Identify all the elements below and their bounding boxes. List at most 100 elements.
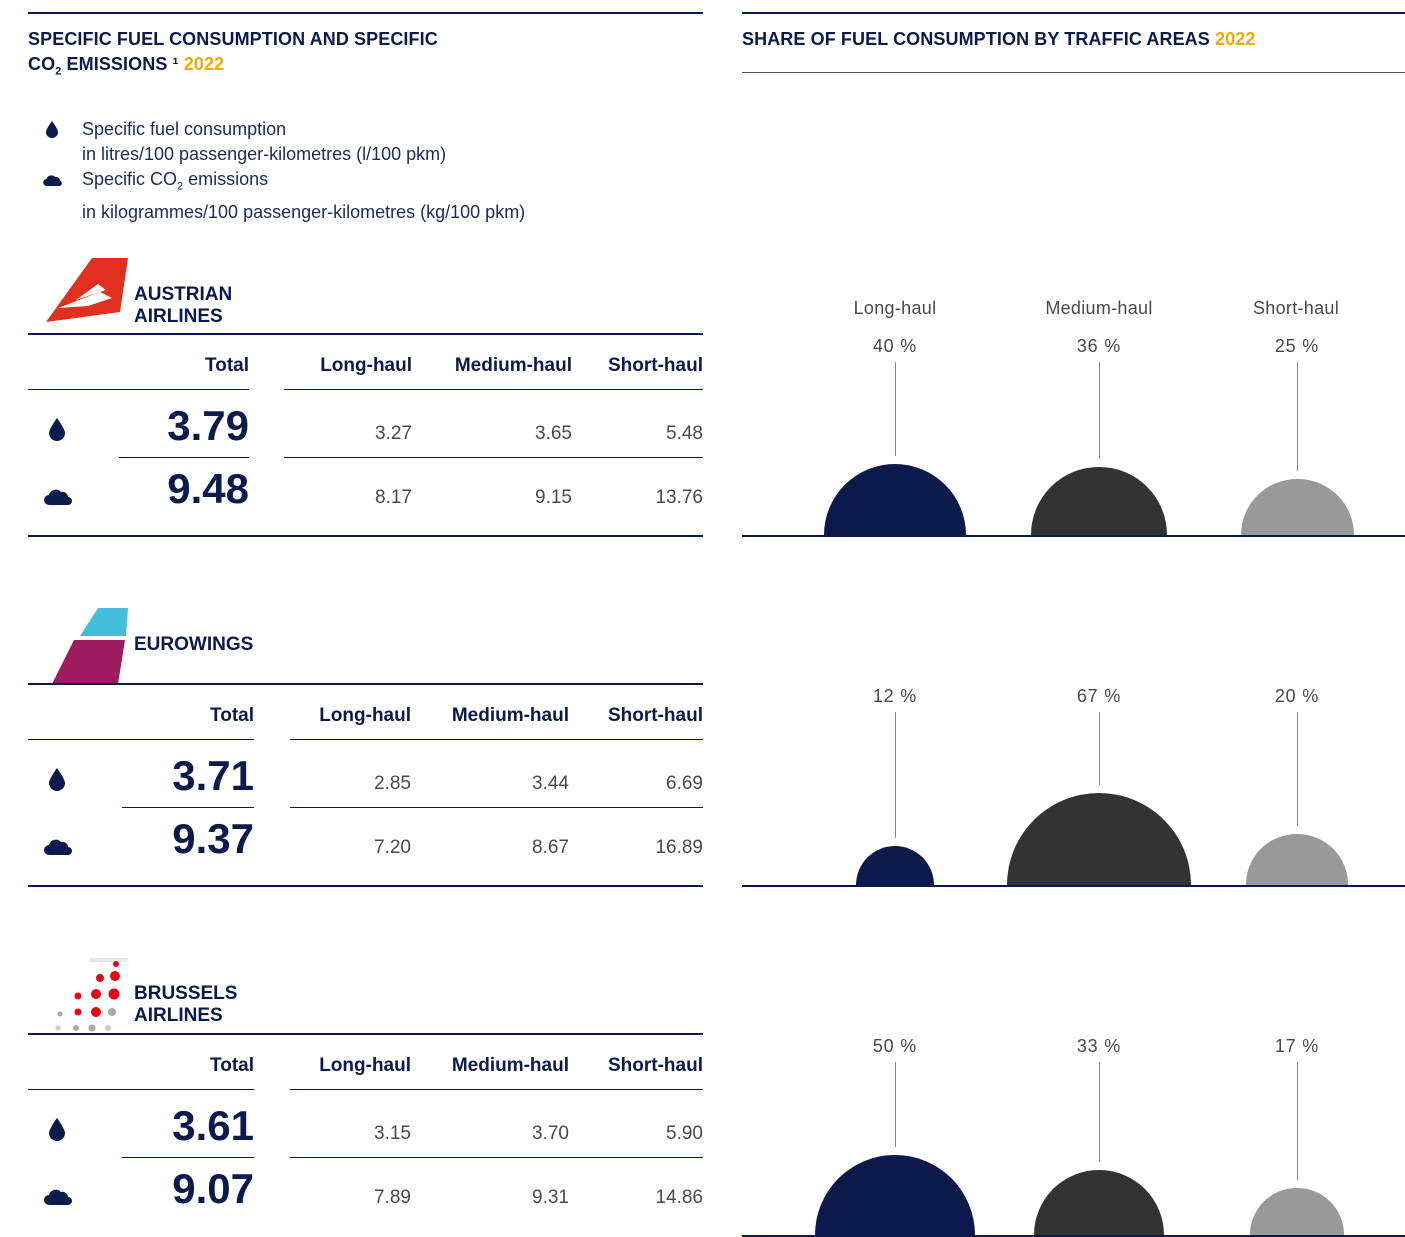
austrian-long-share-label: 40 % [872, 336, 918, 356]
left-title-line1: SPECIFIC FUEL CONSUMPTION AND SPECIFIC [28, 29, 438, 49]
left-title-sub: 2 [55, 65, 62, 78]
austrian-chart-baseline [742, 535, 1405, 537]
austrian-top-rule [28, 333, 703, 335]
austrian-drop-icon [48, 417, 66, 441]
austrian-short-share-label: 25 % [1274, 336, 1320, 356]
austrian-co2-long: 8.17 [375, 487, 412, 508]
austrian-fuel-total: 3.79 [167, 402, 249, 449]
right-title-underline [742, 72, 1405, 73]
brussels-col-medium: Medium-haul [451, 1055, 569, 1076]
brussels-col-short: Short-haul [608, 1055, 703, 1076]
eurowings-co2-total: 9.37 [172, 815, 254, 862]
brussels-long-share-dome [815, 1155, 975, 1235]
category-label-medium: Medium-haul [1045, 298, 1153, 318]
eurowings-short-leader-line [1297, 712, 1298, 827]
left-title-line2: CO2 EMISSIONS ¹ 2022 [28, 52, 688, 85]
austrian-co2-medium: 9.15 [535, 487, 572, 508]
austrian-cloud-icon [44, 487, 72, 506]
austrian-header-rule-total [28, 389, 249, 390]
brussels-tail-logo [28, 956, 128, 1034]
austrian-col-long: Long-haul [320, 355, 412, 376]
eurowings-chart-baseline [742, 885, 1405, 887]
austrian-bottom-rule [28, 535, 703, 537]
austrian-col-medium: Medium-haul [454, 355, 572, 376]
brussels-header-rule-total [28, 1089, 254, 1090]
brussels-long-leader-line [895, 1062, 896, 1148]
eurowings-fuel-short: 6.69 [666, 773, 703, 794]
austrian-header-rule-sub [284, 389, 703, 390]
austrian-fuel-long: 3.27 [375, 423, 412, 444]
brussels-col-total: Total [210, 1055, 254, 1076]
austrian-tail-logo [28, 256, 128, 334]
legend-drop-icon [45, 120, 59, 138]
brussels-col-long: Long-haul [319, 1055, 411, 1076]
eurowings-tail-logo [28, 606, 128, 684]
eurowings-bottom-rule [28, 885, 703, 887]
austrian-col-total: Total [205, 355, 249, 376]
brussels-co2-short: 14.86 [655, 1187, 703, 1208]
brussels-fuel-medium: 3.70 [532, 1123, 569, 1144]
legend-fuel: Specific fuel consumption in litres/100 … [82, 117, 446, 167]
eurowings-col-medium: Medium-haul [451, 705, 569, 726]
brussels-long-share-label: 50 % [872, 1036, 918, 1056]
austrian-fuel-medium: 3.65 [535, 423, 572, 444]
eurowings-medium-leader-line [1099, 712, 1100, 785]
eurowings-cloud-icon [44, 837, 72, 856]
eurowings-drop-icon [48, 767, 66, 791]
left-title-co: CO [28, 54, 56, 74]
austrian-medium-leader-line [1099, 362, 1100, 460]
eurowings-header-rule-sub [290, 739, 703, 740]
brussels-fuel-long: 3.15 [374, 1123, 411, 1144]
eurowings-mid-rule-sub [290, 807, 703, 808]
legend-co2-line2: in kilogrammes/100 passenger-kilometres … [82, 201, 526, 222]
right-title: SHARE OF FUEL CONSUMPTION BY TRAFFIC ARE… [742, 27, 1402, 52]
eurowings-header-rule-total [28, 739, 254, 740]
austrian-medium-share-dome [1031, 467, 1167, 535]
eurowings-co2-medium: 8.67 [532, 837, 569, 858]
legend-fuel-line2: in litres/100 passenger-kilometres (l/10… [82, 144, 447, 164]
brussels-fuel-total: 3.61 [172, 1102, 254, 1149]
left-title: SPECIFIC FUEL CONSUMPTION AND SPECIFIC C… [28, 27, 688, 85]
austrian-fuel-short: 5.48 [666, 423, 703, 444]
eurowings-col-long: Long-haul [319, 705, 411, 726]
brussels-short-share-dome [1250, 1188, 1344, 1235]
eurowings-fuel-long: 2.85 [374, 773, 411, 794]
eurowings-fuel-total: 3.71 [172, 752, 254, 799]
eurowings-col-short: Short-haul [608, 705, 703, 726]
legend-co2-line1: Specific CO2 emissions [82, 167, 525, 200]
top-rule-left [28, 12, 703, 14]
category-label-long: Long-haul [853, 298, 937, 318]
legend-co2-sub: 2 [177, 180, 184, 193]
eurowings-name: EUROWINGS [134, 634, 254, 655]
eurowings-short-share-dome [1246, 834, 1348, 885]
right-title-year: 2022 [1215, 29, 1256, 49]
brussels-fuel-short: 5.90 [666, 1123, 703, 1144]
category-label-short: Short-haul [1252, 298, 1340, 318]
austrian-co2-short: 13.76 [655, 487, 703, 508]
right-title-text: SHARE OF FUEL CONSUMPTION BY TRAFFIC ARE… [742, 29, 1215, 49]
legend-co2-post: emissions [183, 169, 269, 189]
eurowings-long-share-label: 12 % [872, 686, 918, 706]
eurowings-co2-long: 7.20 [374, 837, 411, 858]
austrian-short-share-dome [1240, 478, 1354, 535]
legend-fuel-line1: Specific fuel consumption [82, 119, 287, 139]
austrian-medium-share-label: 36 % [1076, 336, 1122, 356]
brussels-medium-share-dome [1034, 1170, 1164, 1235]
brussels-drop-icon [48, 1117, 66, 1141]
eurowings-long-leader-line [895, 712, 896, 838]
eurowings-short-share-label: 20 % [1274, 686, 1320, 706]
austrian-mid-rule-total [119, 457, 249, 458]
brussels-co2-long: 7.89 [374, 1187, 411, 1208]
austrian-long-share-dome [823, 463, 967, 535]
brussels-short-leader-line [1297, 1062, 1298, 1181]
austrian-long-leader-line [895, 362, 896, 456]
brussels-medium-leader-line [1099, 1062, 1100, 1163]
brussels-name: BRUSSELS AIRLINES [134, 983, 238, 1026]
austrian-short-leader-line [1297, 362, 1298, 471]
eurowings-mid-rule-total [122, 807, 254, 808]
brussels-top-rule [28, 1033, 703, 1035]
austrian-co2-total: 9.48 [167, 465, 249, 512]
eurowings-long-share-dome [855, 845, 935, 885]
eurowings-medium-share-dome [1006, 792, 1192, 885]
